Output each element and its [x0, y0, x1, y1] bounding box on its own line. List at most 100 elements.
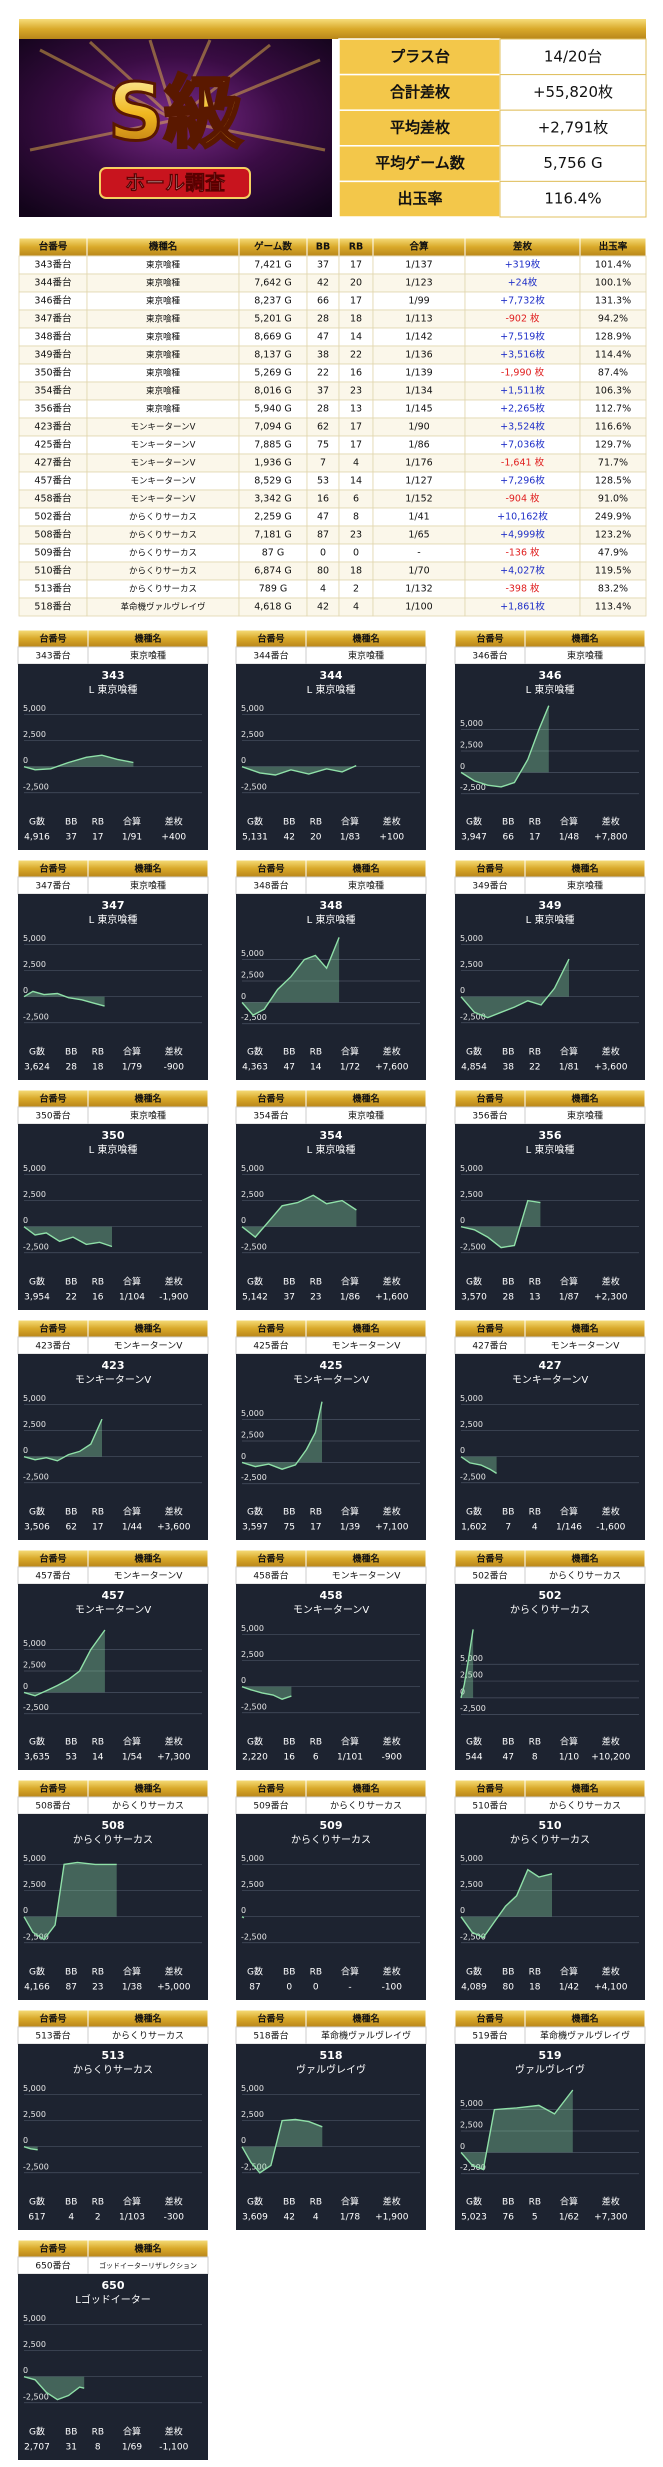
card-title: 502	[539, 1589, 562, 1602]
table-text: 114.4%	[595, 350, 631, 361]
card-panel	[18, 894, 208, 1080]
stat-label: BB	[283, 1738, 295, 1748]
card-title: 344	[320, 669, 343, 682]
stat-value: 3,954	[24, 1293, 50, 1303]
y-tick-label: -2,500	[23, 1932, 49, 1941]
card-header: 台番号	[39, 1783, 66, 1795]
area	[24, 755, 134, 770]
y-tick-label: 2,500	[23, 1661, 46, 1670]
line	[241, 1401, 323, 1470]
table-text: 1/86	[408, 440, 429, 451]
table-text: 18	[350, 566, 362, 577]
stat-value: 14	[310, 1063, 322, 1073]
y-tick-label: 5,000	[460, 719, 483, 728]
stat-value: +5,000	[157, 1983, 191, 1993]
stat-value: 47	[283, 1063, 294, 1073]
stat-label: RB	[310, 1508, 322, 1518]
stat-label: RB	[92, 1278, 104, 1288]
y-tick-label: 2,500	[460, 1420, 483, 1429]
y-tick-label: -2,500	[23, 2392, 49, 2401]
stat-value: 75	[283, 1523, 294, 1533]
card-title: 346	[539, 669, 562, 682]
table-text: 38	[317, 350, 329, 361]
stat-value: 1/83	[340, 833, 360, 843]
stat-value: 4,166	[24, 1983, 50, 1993]
table-text: -136 枚	[505, 547, 540, 559]
y-tick-label: 5,000	[23, 2314, 46, 2323]
stat-label: 差枚	[165, 2426, 183, 2438]
stat-label: 差枚	[383, 1506, 401, 1518]
stat-value: 0	[313, 1983, 319, 1993]
table-text: 509番台	[34, 547, 72, 559]
stat-label: BB	[65, 1508, 77, 1518]
table-text: からくりサーカス	[129, 567, 197, 577]
line	[23, 1629, 106, 1697]
table-text: -1,990 枚	[501, 367, 545, 379]
table-text: 129.7%	[595, 440, 631, 451]
table-text: 7	[320, 458, 326, 469]
card-header: 台番号	[257, 1323, 284, 1335]
line	[241, 1686, 292, 1700]
table-text: 508番台	[34, 529, 72, 541]
card-machine-no: 650番台	[35, 2260, 70, 2272]
y-tick-label: -2,500	[23, 1012, 49, 1021]
stat-value: +3,600	[594, 1063, 628, 1073]
card-title: 457	[102, 1589, 125, 1602]
card-subtitle: モンキーターンV	[75, 1604, 151, 1616]
y-tick-label: 0	[23, 1446, 28, 1455]
stat-value: 1/48	[559, 833, 579, 843]
area	[242, 2119, 323, 2173]
stat-value: -	[348, 1983, 351, 1993]
y-tick-label: 5,000	[241, 704, 264, 713]
card-header: 台番号	[476, 1783, 503, 1795]
stat-label: G数	[29, 1046, 45, 1058]
stat-label: BB	[502, 1048, 514, 1058]
card-subtitle: L 東京喰種	[307, 1143, 356, 1156]
table-text: 16	[317, 494, 329, 505]
line	[460, 1199, 541, 1249]
card-panel	[236, 1124, 426, 1310]
area	[24, 1630, 105, 1696]
y-tick-label: 5,000	[241, 1624, 264, 1633]
y-tick-label: 5,000	[23, 1394, 46, 1403]
y-tick-label: 2,500	[460, 1190, 483, 1199]
stat-value: -300	[164, 2213, 185, 2223]
y-tick-label: -2,500	[23, 782, 49, 791]
table-text: 106.3%	[595, 386, 631, 397]
y-tick-label: 5,000	[23, 1164, 46, 1173]
table-text: 87 G	[262, 548, 284, 559]
area	[242, 1686, 292, 1700]
stat-value: 37	[65, 833, 76, 843]
stat-value: 17	[310, 1523, 321, 1533]
stat-value: 38	[502, 1063, 514, 1073]
stat-label: RB	[529, 1048, 541, 1058]
stat-label: 差枚	[165, 1966, 183, 1978]
line	[241, 937, 340, 1017]
stat-value: 3,635	[24, 1753, 50, 1763]
stat-value: 1/54	[122, 1753, 142, 1763]
card-machine: 東京喰種	[130, 650, 166, 662]
table-text: 2	[353, 584, 359, 595]
stat-label: RB	[92, 1738, 104, 1748]
y-tick-label: 0	[241, 2136, 246, 2145]
table-text: 8,669 G	[254, 332, 292, 343]
y-tick-label: 0	[460, 1216, 465, 1225]
card-panel	[455, 1584, 645, 1770]
summary-value: 14/20台	[544, 47, 602, 65]
card-panel	[236, 2044, 426, 2230]
stat-value: 17	[92, 1523, 103, 1533]
y-tick-label: 2,500	[23, 1190, 46, 1199]
stat-label: 差枚	[602, 1506, 620, 1518]
table-text: 東京喰種	[146, 350, 181, 361]
card-subtitle: L 東京喰種	[307, 913, 356, 926]
card-panel	[455, 894, 645, 1080]
stat-label: RB	[92, 1508, 104, 1518]
card-machine: ゴッドイーターリザレクション	[99, 2261, 197, 2270]
stat-value: 1/44	[122, 1523, 142, 1533]
y-tick-label: 0	[23, 1216, 28, 1225]
stat-label: 差枚	[165, 1736, 183, 1748]
area	[461, 1456, 497, 1474]
card-header: 機種名	[352, 1323, 379, 1335]
card-header: 機種名	[134, 633, 161, 645]
table-text: 350番台	[34, 367, 72, 379]
